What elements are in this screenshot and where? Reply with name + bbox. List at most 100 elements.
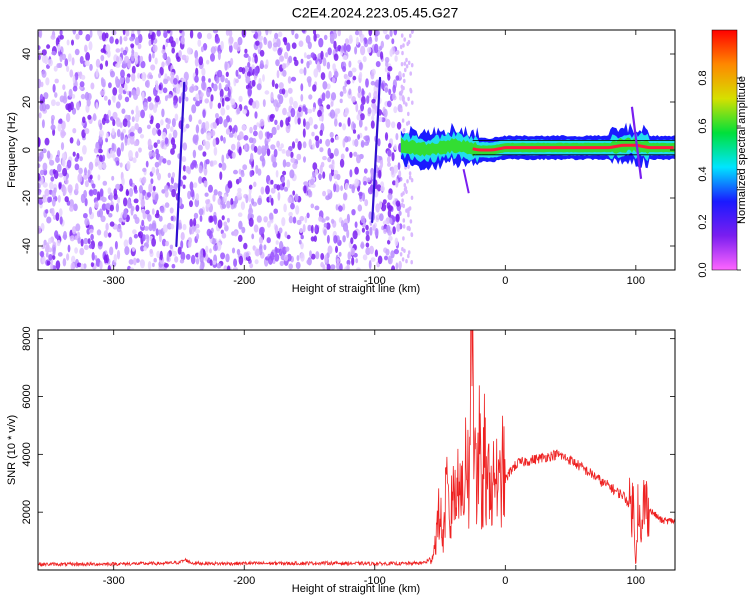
heatmap-cell	[387, 74, 391, 81]
heatmap-cell	[265, 30, 269, 36]
heatmap-cell	[294, 33, 299, 40]
heatmap-cell	[352, 123, 356, 130]
heatmap-cell	[152, 52, 155, 59]
heatmap-cell	[165, 56, 171, 66]
heatmap-cell	[121, 108, 126, 114]
signal-band-core	[472, 143, 674, 152]
heatmap-cell	[228, 36, 234, 44]
heatmap-cell	[233, 258, 238, 268]
heatmap-cell	[123, 239, 129, 248]
heatmap-cell	[74, 72, 79, 81]
heatmap-cell	[370, 184, 374, 193]
heatmap-cell	[250, 152, 254, 162]
heatmap-cell	[263, 216, 268, 223]
heatmap-cell	[51, 198, 56, 207]
heatmap-cell	[399, 44, 403, 50]
heatmap-cell	[299, 228, 304, 233]
heatmap-cell	[158, 84, 162, 91]
heatmap-cell	[220, 107, 226, 116]
heatmap-cell	[196, 233, 200, 240]
heatmap-cell	[146, 192, 152, 198]
heatmap-cell	[334, 118, 338, 127]
heatmap-cell	[285, 246, 290, 252]
heatmap-cell	[97, 174, 101, 181]
heatmap-cell	[286, 179, 291, 189]
heatmap-cell	[296, 219, 302, 226]
heatmap-cell	[252, 101, 257, 109]
heatmap-cell	[355, 36, 359, 46]
heatmap-cell	[71, 39, 74, 46]
heatmap-cell	[279, 119, 284, 128]
heatmap-cell	[160, 206, 165, 213]
heatmap-cell	[330, 101, 334, 107]
heatmap-cell	[182, 142, 188, 151]
heatmap-cell	[107, 99, 111, 106]
heatmap-cell	[142, 167, 147, 173]
heatmap-cell	[312, 30, 317, 35]
heatmap-cell	[403, 37, 407, 42]
heatmap-cell	[72, 128, 77, 134]
heatmap-cell	[387, 156, 391, 164]
heatmap-cell	[396, 121, 402, 130]
heatmap-cell	[58, 208, 63, 217]
heatmap-cell	[141, 176, 147, 184]
heatmap-cell	[141, 71, 147, 82]
heatmap-cell	[38, 78, 42, 89]
heatmap-cell	[98, 241, 103, 247]
heatmap-cell	[161, 61, 165, 68]
heatmap-cell	[130, 43, 135, 48]
heatmap-cell	[91, 183, 96, 189]
heatmap-cell	[407, 40, 411, 45]
heatmap-cell	[323, 34, 328, 41]
heatmap-cell	[131, 109, 134, 115]
heatmap-cell	[356, 114, 361, 121]
heatmap-cell	[227, 88, 231, 98]
heatmap-cell	[198, 208, 204, 216]
heatmap-cell	[236, 107, 241, 115]
heatmap-cell	[148, 53, 152, 63]
heatmap-cell	[307, 188, 312, 198]
heatmap-cell	[258, 236, 264, 244]
heatmap-cell	[265, 185, 270, 195]
heatmap-cell	[245, 252, 250, 258]
heatmap-cell	[79, 81, 85, 88]
heatmap-cell	[273, 208, 279, 214]
heatmap-cell	[230, 57, 234, 66]
heatmap-cell	[90, 233, 94, 241]
heatmap-cell	[318, 216, 323, 222]
heatmap-cell	[185, 55, 189, 61]
heatmap-cell	[375, 203, 381, 213]
heatmap-cell	[112, 111, 118, 120]
heatmap-cell	[215, 113, 219, 119]
heatmap-cell	[168, 133, 172, 141]
heatmap-cell	[83, 173, 89, 180]
heatmap-cell	[153, 257, 157, 263]
heatmap-cell	[199, 254, 204, 264]
heatmap-cell	[45, 77, 50, 86]
heatmap-cell	[306, 212, 310, 219]
heatmap-cell	[352, 230, 358, 240]
heatmap-cell	[346, 263, 350, 270]
heatmap-cell	[179, 258, 185, 264]
heatmap-cell	[256, 83, 262, 91]
heatmap-cell	[152, 151, 156, 158]
heatmap-cell	[213, 146, 218, 156]
heatmap-cell	[342, 235, 346, 243]
heatmap-cell	[122, 128, 127, 134]
heatmap-cell	[266, 237, 271, 244]
heatmap-cell	[151, 237, 157, 247]
heatmap-cell	[44, 244, 50, 253]
colorbar-gradient	[711, 29, 738, 271]
heatmap-cell	[85, 52, 90, 62]
heatmap-cell	[249, 203, 252, 213]
heatmap-cell	[107, 265, 111, 270]
heatmap-cell	[132, 157, 137, 164]
heatmap-cell	[149, 74, 154, 80]
heatmap-cell	[343, 192, 348, 201]
heatmap-cell	[227, 149, 232, 157]
heatmap-cell	[89, 189, 93, 195]
heatmap-cell	[136, 86, 140, 97]
heatmap-cell	[52, 83, 56, 93]
heatmap-cell	[72, 74, 76, 84]
heatmap-cell	[364, 126, 368, 131]
